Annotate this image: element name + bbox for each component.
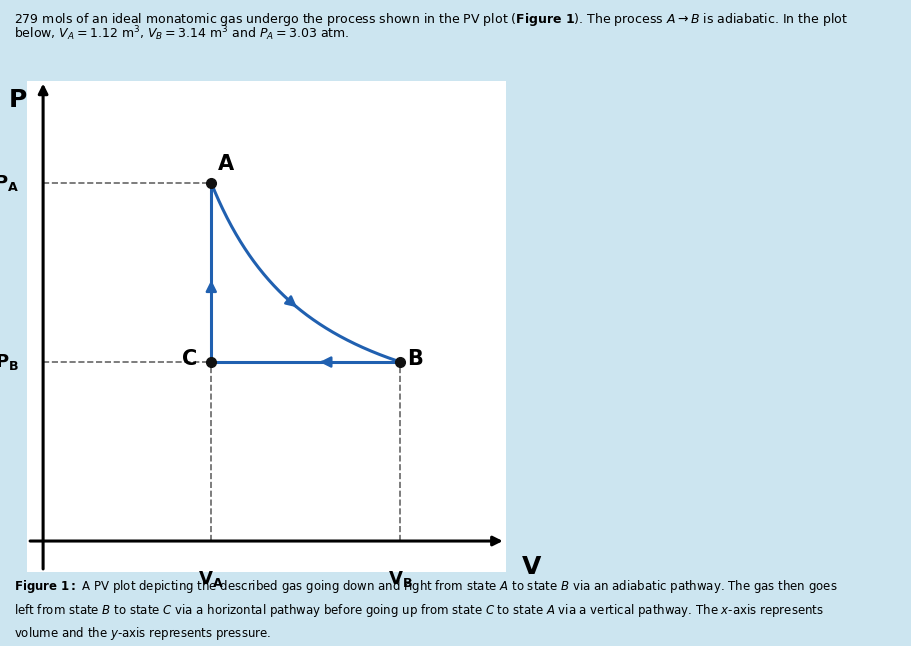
Text: $\mathbf{P_A}$: $\mathbf{P_A}$	[0, 173, 19, 193]
Text: C: C	[182, 349, 198, 369]
Text: V: V	[522, 555, 542, 579]
Text: $\bf{Figure\ 1:}$ A PV plot depicting the described gas going down and right fro: $\bf{Figure\ 1:}$ A PV plot depicting th…	[14, 578, 837, 642]
Text: below, $V_A = 1.12\ \mathrm{m}^3$, $V_B = 3.14\ \mathrm{m}^3$ and $P_A = 3.03\ \: below, $V_A = 1.12\ \mathrm{m}^3$, $V_B …	[14, 24, 349, 43]
Text: $\mathbf{V_B}$: $\mathbf{V_B}$	[388, 569, 413, 589]
Text: $\mathbf{P_B}$: $\mathbf{P_B}$	[0, 352, 19, 372]
Text: P: P	[8, 88, 27, 112]
Text: $\mathbf{V_A}$: $\mathbf{V_A}$	[199, 569, 224, 589]
Text: 279 mols of an ideal monatomic gas undergo the process shown in the PV plot ($\b: 279 mols of an ideal monatomic gas under…	[14, 11, 847, 28]
Text: A: A	[218, 154, 234, 174]
Text: B: B	[407, 349, 424, 369]
